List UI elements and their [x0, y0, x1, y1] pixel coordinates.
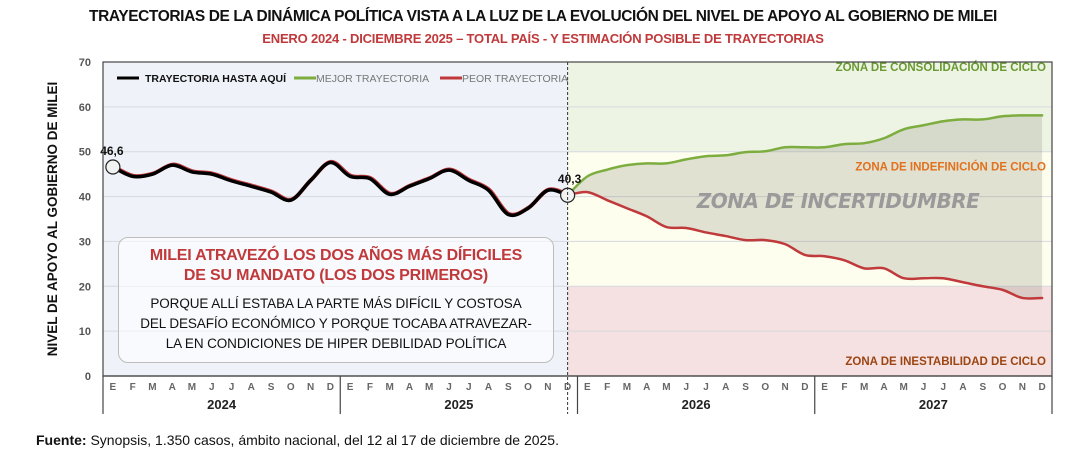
- callout-title-line: DE SU MANDATO (LOS DOS PRIMEROS): [183, 267, 489, 284]
- x-tick-year: 2027: [919, 397, 948, 412]
- x-tick-month: M: [860, 382, 868, 393]
- x-tick-month: J: [229, 382, 235, 393]
- x-tick-month: A: [248, 382, 255, 393]
- x-tick-month: M: [188, 382, 196, 393]
- zone-labels: ZONA DE INCERTIDUMBRE ZONA DE CONSOLIDACI…: [696, 61, 1046, 368]
- chart-subtitle: ENERO 2024 - DICIEMBRE 2025 – TOTAL PAÍS…: [262, 31, 824, 46]
- chart-title: TRAYECTORIAS DE LA DINÁMICA POLÍTICA VIS…: [89, 8, 997, 25]
- data-point-label: 46,6: [100, 144, 124, 158]
- y-tick-label: 50: [79, 147, 91, 159]
- x-tick-month: M: [662, 382, 670, 393]
- y-tick-label: 10: [79, 326, 91, 338]
- x-tick-month: M: [425, 382, 433, 393]
- data-point-label: 40,3: [558, 172, 582, 186]
- x-tick-month: J: [466, 382, 472, 393]
- uncertainty-zone-label: ZONA DE INCERTIDUMBRE: [696, 189, 980, 213]
- x-tick-month: J: [683, 382, 689, 393]
- callout-body-line: PORQUE ALLÍ ESTABA LA PARTE MÁS DIFÍCIL …: [150, 296, 522, 311]
- x-tick-month: D: [1038, 382, 1045, 393]
- x-tick-month: A: [722, 382, 729, 393]
- uncertainty-band: [567, 115, 1043, 298]
- data-point-marker: [105, 159, 121, 175]
- line-chart: ZONA DE INCERTIDUMBRE ZONA DE CONSOLIDACI…: [45, 57, 1053, 414]
- x-tick-month: J: [940, 382, 946, 393]
- source-note: Fuente: Synopsis, 1.350 casos, ámbito na…: [36, 432, 559, 448]
- x-tick-month: F: [130, 382, 136, 393]
- x-tick-month: J: [209, 382, 215, 393]
- data-point-marker: [560, 187, 576, 203]
- callout-body-line: DEL DESAFÍO ECONÓMICO Y PORQUE TOCABA AT…: [140, 316, 532, 331]
- x-tick-month: J: [921, 382, 927, 393]
- x-tick-month: J: [703, 382, 709, 393]
- callout-body: PORQUE ALLÍ ESTABA LA PARTE MÁS DIFÍCIL …: [119, 294, 553, 354]
- x-tick-month: F: [604, 382, 610, 393]
- x-tick-month: A: [485, 382, 492, 393]
- y-axis-label: NIVEL DE APOYO AL GOBIERNO DE MILEI: [45, 82, 60, 357]
- x-tick-year: 2026: [682, 397, 711, 412]
- x-tick-month: N: [307, 382, 314, 393]
- axes: 0 10 20 30 40 50 60 70 NIVEL DE APOYO AL GOBIERN…: [45, 57, 1053, 414]
- callout-box: MILEI ATRAVEZÓ LOS DOS AÑOS MÁS DÍFICILE…: [118, 237, 554, 363]
- x-tick-month: S: [268, 382, 275, 393]
- y-tick-label: 70: [79, 57, 91, 69]
- x-tick-month: S: [979, 382, 986, 393]
- x-tick-month: M: [900, 382, 908, 393]
- x-tick-month: N: [781, 382, 788, 393]
- x-tick-month: N: [1019, 382, 1026, 393]
- source-label: Fuente:: [36, 432, 87, 448]
- x-tick-month: S: [742, 382, 749, 393]
- x-tick-month: A: [880, 382, 887, 393]
- x-tick-month: S: [505, 382, 512, 393]
- x-tick-year: 2024: [207, 397, 237, 412]
- callout-title: MILEI ATRAVEZÓ LOS DOS AÑOS MÁS DÍFICILE…: [119, 246, 553, 286]
- x-tick-month: D: [801, 382, 808, 393]
- y-tick-label: 0: [85, 371, 91, 383]
- x-tick-year: 2025: [444, 397, 473, 412]
- x-tick-month: A: [406, 382, 413, 393]
- series-lines: 46,6 40,3: [100, 114, 1044, 300]
- zone-label: ZONA DE INESTABILIDAD DE CICLO: [845, 356, 1046, 368]
- legend: TRAYECTORIA HASTA AQUÍ MEJOR TRAYECTORIA P…: [117, 72, 568, 85]
- x-tick-month: A: [959, 382, 966, 393]
- y-tick-label: 30: [79, 236, 91, 248]
- zone-label: ZONA DE CONSOLIDACIÓN DE CICLO: [836, 61, 1046, 74]
- x-tick-month: N: [544, 382, 551, 393]
- x-tick-month: F: [841, 382, 847, 393]
- source-text: Synopsis, 1.350 casos, ámbito nacional, …: [86, 432, 559, 448]
- x-tick-month: O: [287, 382, 295, 393]
- legend-label: MEJOR TRAYECTORIA: [316, 73, 429, 85]
- zone-background: [567, 151, 1052, 287]
- x-tick-month: D: [327, 382, 334, 393]
- uncertainty-band-area: [567, 115, 1043, 298]
- x-tick-month: J: [446, 382, 452, 393]
- x-tick-month: M: [623, 382, 631, 393]
- x-tick-month: A: [643, 382, 650, 393]
- legend-label: PEOR TRAYECTORIA: [462, 73, 568, 85]
- x-tick-month: O: [999, 382, 1007, 393]
- worst-trajectory-line: [566, 190, 1044, 300]
- callout-body-line: LA EN CONDICIONES DE HIPER DEBILIDAD POL…: [165, 336, 507, 351]
- x-tick-month: O: [761, 382, 769, 393]
- x-tick-month: D: [564, 382, 571, 393]
- x-tick-month: E: [347, 382, 354, 393]
- x-tick-month: F: [367, 382, 373, 393]
- zone-label: ZONA DE INDEFINICIÓN DE CICLO: [855, 161, 1046, 174]
- x-tick-month: A: [169, 382, 176, 393]
- x-tick-month: M: [148, 382, 156, 393]
- history-line: [111, 160, 570, 218]
- best-trajectory-line: [566, 114, 1044, 197]
- x-tick-month: E: [110, 382, 117, 393]
- x-tick-month: M: [386, 382, 394, 393]
- y-tick-label: 60: [79, 102, 91, 114]
- x-tick-month: E: [584, 382, 591, 393]
- callout-title-line: MILEI ATRAVEZÓ LOS DOS AÑOS MÁS DÍFICILE…: [149, 247, 523, 264]
- x-tick-month: E: [821, 382, 828, 393]
- y-tick-label: 40: [79, 192, 91, 204]
- x-tick-month: O: [524, 382, 532, 393]
- legend-label: TRAYECTORIA HASTA AQUÍ: [145, 72, 287, 85]
- y-tick-label: 20: [79, 281, 91, 293]
